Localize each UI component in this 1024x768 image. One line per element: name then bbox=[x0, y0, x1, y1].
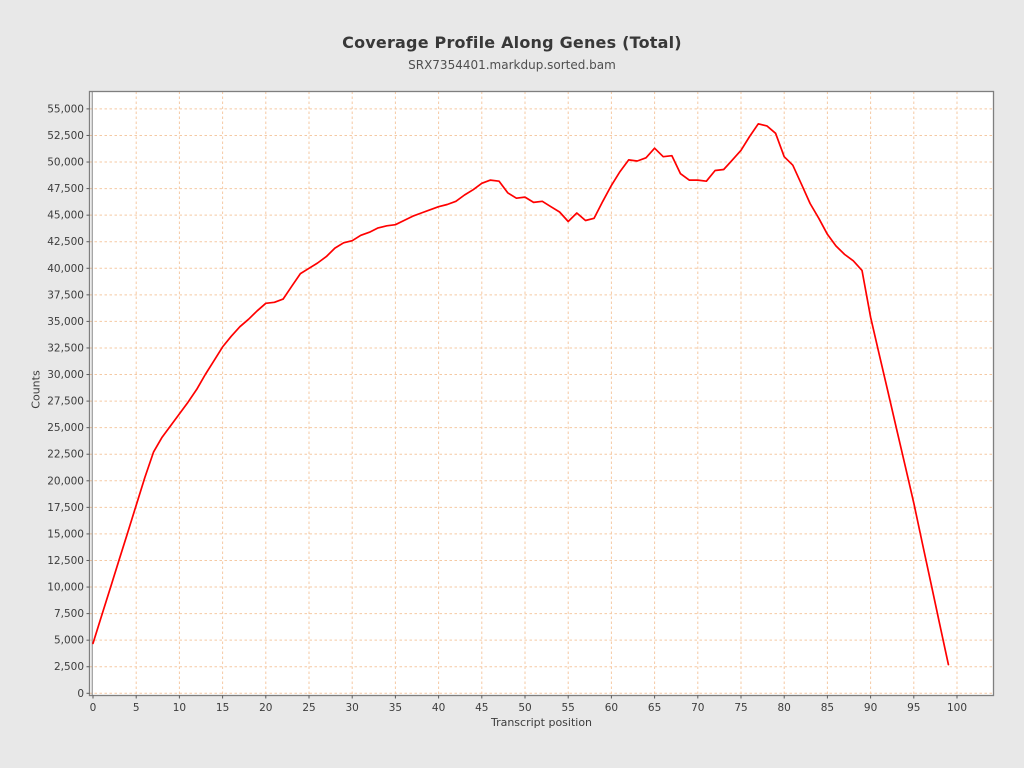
x-tick-label: 25 bbox=[302, 702, 315, 714]
x-tick-label: 80 bbox=[778, 702, 791, 714]
plot-area bbox=[89, 91, 994, 696]
y-tick-label: 30,000 bbox=[47, 369, 84, 381]
x-tick-label: 95 bbox=[907, 702, 920, 714]
plot-border bbox=[88, 90, 995, 697]
y-tick-label: 15,000 bbox=[47, 528, 84, 540]
x-tick-label: 40 bbox=[432, 702, 445, 714]
y-tick-label: 25,000 bbox=[47, 422, 84, 434]
x-tick-label: 100 bbox=[947, 702, 967, 714]
x-axis-title: Transcript position bbox=[490, 716, 593, 729]
y-axis-title: Counts bbox=[29, 370, 43, 409]
x-tick-label: 45 bbox=[475, 702, 488, 714]
x-tick-label: 60 bbox=[605, 702, 618, 714]
chart-title: Coverage Profile Along Genes (Total) bbox=[342, 33, 682, 52]
y-tick-label: 5,000 bbox=[54, 635, 84, 647]
y-tick-label: 37,500 bbox=[47, 289, 84, 301]
x-tick-label: 65 bbox=[648, 702, 661, 714]
chart-subtitle: SRX7354401.markdup.sorted.bam bbox=[408, 58, 616, 72]
x-tick-label: 55 bbox=[562, 702, 575, 714]
x-tick-label: 50 bbox=[518, 702, 531, 714]
x-tick-label: 0 bbox=[90, 702, 97, 714]
x-tick-label: 85 bbox=[821, 702, 834, 714]
y-tick-label: 20,000 bbox=[47, 475, 84, 487]
y-tick-label: 22,500 bbox=[47, 449, 84, 461]
y-tick-label: 12,500 bbox=[47, 555, 84, 567]
y-tick-label: 10,000 bbox=[47, 582, 84, 594]
y-tick-label: 55,000 bbox=[47, 103, 84, 115]
y-tick-label: 42,500 bbox=[47, 236, 84, 248]
y-tick-label: 47,500 bbox=[47, 183, 84, 195]
x-tick-label: 90 bbox=[864, 702, 877, 714]
x-tick-label: 5 bbox=[133, 702, 140, 714]
x-tick-label: 15 bbox=[216, 702, 229, 714]
y-tick-label: 52,500 bbox=[47, 130, 84, 142]
x-tick-label: 75 bbox=[734, 702, 747, 714]
x-tick-label: 35 bbox=[389, 702, 402, 714]
y-tick-label: 40,000 bbox=[47, 263, 84, 275]
y-tick-label: 32,500 bbox=[47, 342, 84, 354]
y-tick-label: 50,000 bbox=[47, 157, 84, 169]
y-tick-label: 27,500 bbox=[47, 396, 84, 408]
x-tick-label: 10 bbox=[173, 702, 186, 714]
y-tick-label: 17,500 bbox=[47, 502, 84, 514]
x-tick-label: 70 bbox=[691, 702, 704, 714]
coverage-series-line bbox=[92, 122, 950, 666]
x-tick-label: 20 bbox=[259, 702, 272, 714]
y-tick-label: 7,500 bbox=[54, 608, 84, 620]
x-tick-label: 30 bbox=[346, 702, 359, 714]
y-tick-label: 2,500 bbox=[54, 661, 84, 673]
y-tick-label: 35,000 bbox=[47, 316, 84, 328]
y-tick-label: 0 bbox=[77, 688, 84, 700]
y-tick-label: 45,000 bbox=[47, 210, 84, 222]
